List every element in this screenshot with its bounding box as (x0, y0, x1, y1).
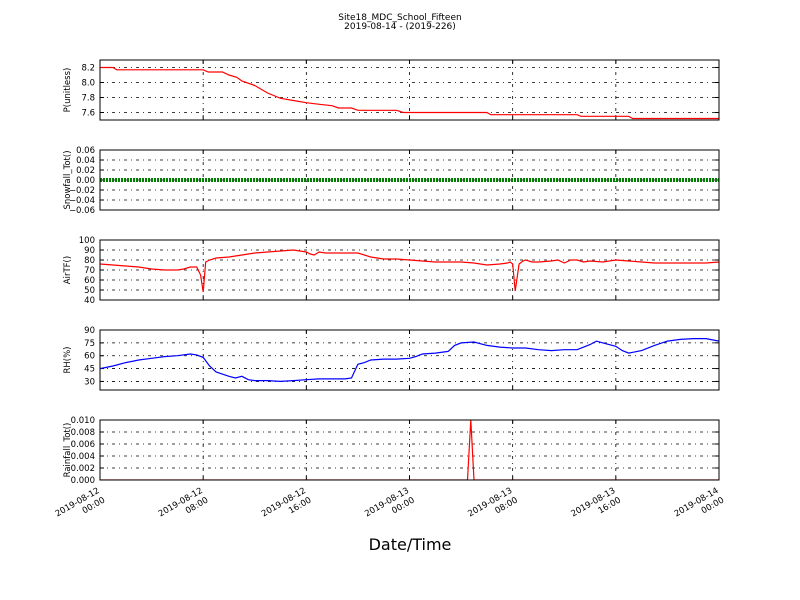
panel-p: 7.6 7.8 8.0 8.2 P(unitless) (63, 59, 720, 121)
x-tick-label: 2019-08-1400:00 (673, 486, 726, 529)
y-tick-label: 60 (84, 352, 95, 362)
y-tick-label: 0.010 (71, 416, 95, 426)
y-tick-label: 70 (84, 266, 95, 276)
y-tick-label: 0.008 (71, 428, 95, 438)
y-axis-label-airt: AirTF() (63, 256, 73, 284)
panel-frame (99, 149, 720, 211)
y-tick-label: 50 (84, 286, 95, 296)
y-tick-label: 0.04 (76, 156, 95, 166)
y-tick-label: 7.8 (81, 94, 95, 104)
y-axis-label-rain: Rainfall_Tot() (63, 423, 73, 478)
y-tick-label: 80 (84, 256, 95, 266)
panel-frame (99, 59, 720, 121)
y-tick-label: 8.0 (81, 79, 95, 89)
y-tick-label: 40 (84, 296, 95, 306)
y-axis-label-rh: RH(%) (63, 346, 73, 373)
y-tick-label: 8.2 (81, 64, 95, 74)
y-tick-label: 30 (84, 377, 95, 387)
x-tick-labels: 2019-08-1200:00 2019-08-1208:00 2019-08-12… (54, 486, 726, 529)
y-tick-label: 0.002 (71, 464, 95, 474)
y-tick-label: 0.06 (76, 146, 95, 156)
panel-rh: 30 45 60 75 90 RH(%) (63, 326, 720, 391)
chart-title: Site18_MDC_School_Fifteen (338, 13, 461, 23)
y-tick-label: 0.00 (76, 176, 95, 186)
series-line-airt (100, 249, 719, 293)
x-tick-label: 2019-08-1208:00 (157, 486, 210, 529)
panel-snow: −0.06−0.04−0.020.000.020.040.06Snowfall_… (63, 146, 720, 216)
y-tick-label: 0.000 (71, 476, 95, 486)
series-line-p (100, 66, 719, 120)
y-tick-label: 0.006 (71, 440, 95, 450)
y-tick-label: 90 (84, 246, 95, 256)
chart-panels: 7.67.88.08.2P(unitless)−0.06−0.04−0.020.… (63, 59, 720, 486)
y-tick-label: 0.004 (71, 452, 95, 462)
y-tick-label: 75 (84, 339, 95, 349)
x-axis-label: Date/Time (369, 535, 452, 554)
chart-subtitle: 2019-08-14 - (2019-226) (344, 22, 456, 32)
y-axis-label-p: P(unitless) (63, 68, 73, 113)
x-tick-label: 2019-08-1200:00 (54, 486, 107, 529)
y-tick-label: 45 (84, 365, 95, 375)
y-tick-label: 100 (79, 236, 95, 246)
y-tick-label: −0.04 (69, 196, 95, 206)
y-tick-label: 60 (84, 276, 95, 286)
y-tick-label: −0.02 (69, 186, 95, 196)
y-tick-label: −0.06 (69, 206, 95, 216)
panel-frame (99, 239, 720, 301)
x-tick-label: 2019-08-1216:00 (260, 486, 313, 529)
y-tick-label: 90 (84, 326, 95, 336)
x-tick-label: 2019-08-1300:00 (363, 486, 416, 529)
y-axis-label-snow: Snowfall_Tot() (63, 150, 73, 209)
x-tick-label: 2019-08-1308:00 (466, 486, 519, 529)
x-tick-label: 2019-08-1316:00 (570, 486, 623, 529)
panel-frame (99, 329, 720, 391)
y-tick-label: 7.6 (81, 109, 95, 119)
series-line-rh (100, 338, 719, 383)
panel-rain: 0.000 0.002 0.004 0.006 0.008 0.010Rainfall_T… (63, 416, 720, 486)
y-tick-label: 0.02 (76, 166, 95, 176)
panel-frame (99, 419, 720, 481)
